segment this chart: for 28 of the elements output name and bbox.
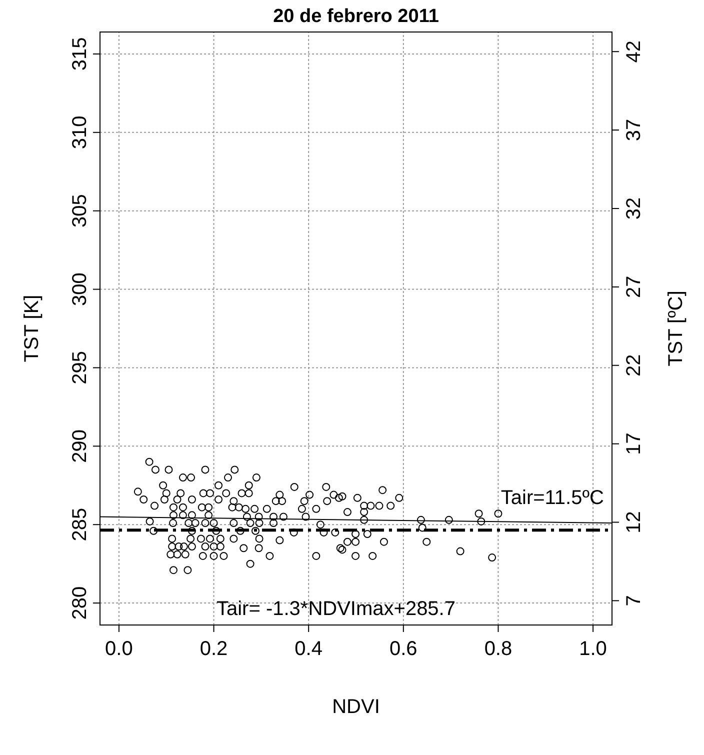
y2-tick-label: 37	[623, 118, 645, 142]
y-axis-title: TST [K]	[21, 294, 43, 362]
x-tick-label: 0.4	[294, 638, 322, 660]
annotation: Tair= -1.3*NDVImax+285.7	[216, 598, 456, 620]
x-tick-label: 0.0	[105, 638, 133, 660]
y2-tick-label: 32	[623, 197, 645, 220]
x-tick-label: 0.2	[200, 638, 228, 660]
x-tick-label: 1.0	[579, 638, 607, 660]
ref-line-label: Tair=11.5ºC	[500, 487, 604, 510]
y2-tick-label: 42	[623, 40, 645, 63]
x-tick-label: 0.6	[390, 638, 418, 660]
y2-tick-label: 17	[623, 432, 645, 455]
x-axis-title: NDVI	[332, 696, 380, 718]
chart-title: 20 de febrero 2011	[273, 6, 440, 27]
y2-tick-label: 12	[623, 511, 645, 534]
y-tick-label: 285	[69, 508, 91, 542]
y-tick-label: 290	[69, 429, 91, 463]
y-tick-label: 315	[69, 37, 91, 71]
y2-tick-label: 7	[623, 595, 645, 606]
y-tick-label: 300	[69, 272, 91, 306]
y-tick-label: 295	[69, 351, 91, 384]
y-tick-label: 310	[69, 116, 91, 150]
x-tick-label: 0.8	[484, 638, 512, 660]
y2-axis-title: TST [ºC]	[665, 290, 687, 366]
y2-tick-label: 27	[623, 276, 645, 298]
y-tick-label: 280	[69, 586, 91, 620]
y-tick-label: 305	[69, 194, 91, 228]
y2-tick-label: 22	[623, 354, 645, 376]
